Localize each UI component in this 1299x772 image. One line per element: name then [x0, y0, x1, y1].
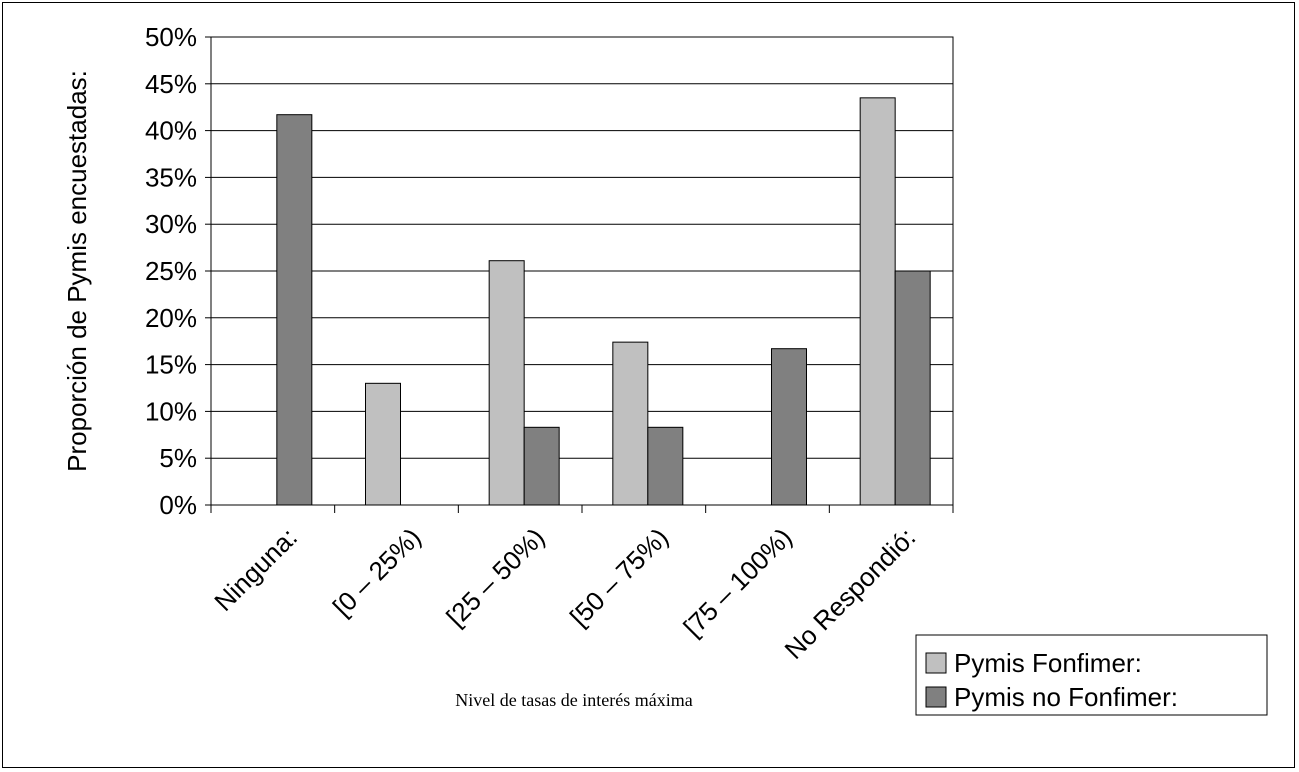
x-tick-label: No Respondió: [779, 522, 922, 665]
legend-swatch [925, 652, 947, 674]
y-tick-label: 40% [145, 116, 197, 146]
bar [523, 426, 560, 506]
x-tick-label: [50 – 75%) [564, 522, 674, 632]
x-tick-label: [75 – 100%) [677, 522, 797, 642]
y-tick-label: 50% [145, 22, 197, 52]
bar [488, 260, 525, 506]
bar [859, 97, 896, 506]
bar [276, 114, 313, 506]
y-tick-label: 30% [145, 209, 197, 239]
y-axis-title: Proporción de Pymis encuestadas: [62, 70, 92, 472]
legend-label: Pymis Fonfimer: [954, 648, 1142, 678]
legend-label: Pymis no Fonfimer: [954, 682, 1178, 712]
y-tick-label: 10% [145, 396, 197, 426]
bar [771, 348, 807, 506]
x-tick-label: Ninguna: [208, 522, 303, 617]
bar [365, 382, 401, 506]
bar [894, 270, 931, 506]
x-tick-label: [25 – 50%) [440, 522, 550, 632]
bar [647, 426, 684, 506]
y-tick-label: 20% [145, 303, 197, 333]
x-axis-title: Nivel de tasas de interés máxima [455, 690, 692, 710]
y-tick-label: 35% [145, 162, 197, 192]
y-tick-label: 45% [145, 69, 197, 99]
y-tick-label: 5% [159, 443, 197, 473]
bar [612, 341, 649, 506]
legend [915, 634, 1268, 716]
y-tick-label: 25% [145, 256, 197, 286]
y-tick-label: 15% [145, 350, 197, 380]
legend-swatch [925, 686, 947, 708]
x-tick-label: [0 – 25%) [327, 522, 427, 622]
y-tick-label: 0% [159, 490, 197, 520]
